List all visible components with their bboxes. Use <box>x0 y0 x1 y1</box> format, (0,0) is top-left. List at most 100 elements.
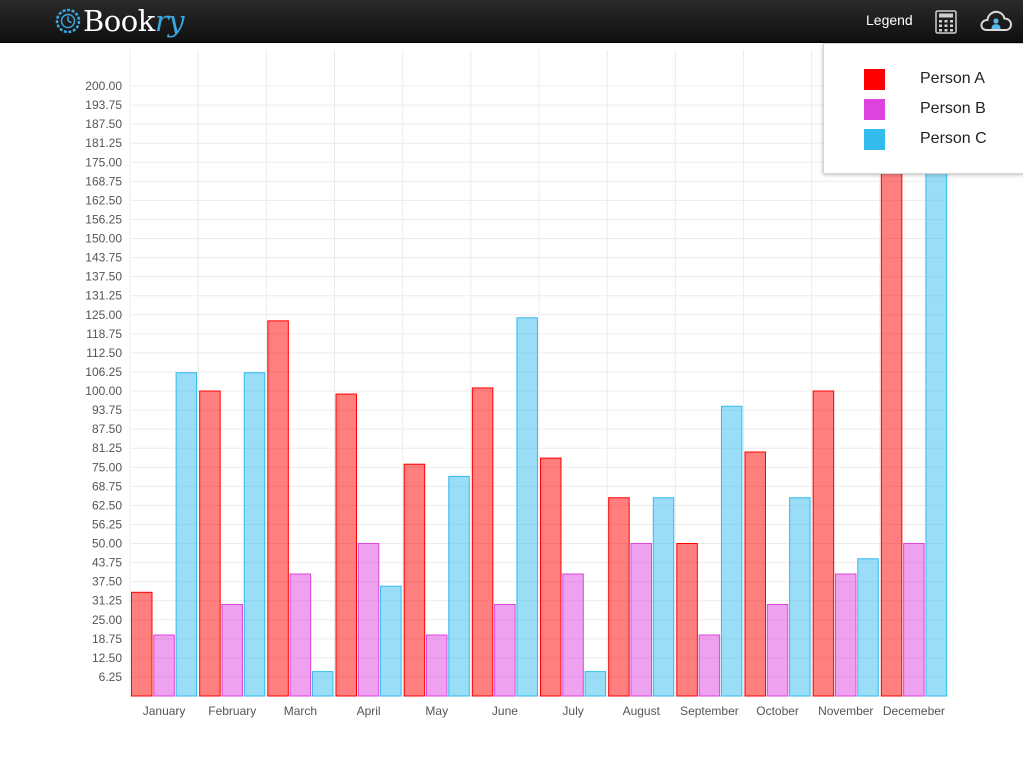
y-tick-label: 193.75 <box>85 98 122 112</box>
x-tick-label: November <box>818 704 873 718</box>
bar-person-b-july <box>562 573 584 697</box>
bar-person-a-september <box>676 543 698 697</box>
y-tick-label: 181.25 <box>85 136 122 150</box>
bar-person-c-april <box>380 585 402 697</box>
y-tick-label: 175.00 <box>85 155 122 169</box>
x-tick-label: October <box>756 704 799 718</box>
y-tick-label: 50.00 <box>92 537 122 551</box>
bar-person-a-january <box>131 591 153 697</box>
bar-chart: 6.25 12.50 18.75 25.00 31.25 37.50 43.75 50.00 5… <box>85 50 949 718</box>
x-tick-label: January <box>143 704 186 718</box>
y-tick-label: 112.50 <box>86 346 122 360</box>
x-tick-label: May <box>425 704 448 718</box>
bar-person-c-january <box>175 372 198 697</box>
y-tick-label: 150.00 <box>85 232 122 246</box>
legend-button[interactable]: Legend <box>866 12 913 28</box>
bar-person-b-february <box>221 604 243 697</box>
bar-person-b-august <box>630 543 652 697</box>
chart-grid <box>129 50 949 697</box>
bar-person-a-decemeber <box>880 161 903 697</box>
y-tick-label: 25.00 <box>92 613 122 627</box>
bar-person-c-february <box>243 372 266 697</box>
x-tick-label: February <box>208 704 256 718</box>
y-tick-label: 137.50 <box>85 270 122 284</box>
bar-person-a-may <box>403 463 426 697</box>
bar-person-a-november <box>812 390 835 697</box>
bar-person-c-may <box>448 475 470 697</box>
bar-person-c-decemeber <box>925 161 947 697</box>
x-tick-label: July <box>562 704 583 718</box>
legend-label: Person A <box>920 70 985 87</box>
legend-item-person-a: Person A <box>864 68 985 90</box>
y-tick-label: 93.75 <box>92 403 122 417</box>
x-tick-label: March <box>284 704 317 718</box>
bar-person-a-august <box>608 497 630 697</box>
y-tick-label: 68.75 <box>92 479 122 493</box>
app-name-main: Book <box>83 4 155 38</box>
bar-person-b-october <box>766 604 789 697</box>
bar-person-a-october <box>744 451 766 697</box>
y-tick-label: 6.25 <box>99 670 123 684</box>
y-tick-label: 131.25 <box>85 289 122 303</box>
x-tick-label: June <box>492 704 518 718</box>
calculator-icon[interactable] <box>935 10 957 34</box>
y-tick-label: 56.25 <box>92 517 122 531</box>
y-tick-label: 200.00 <box>85 79 122 93</box>
legend-item-person-c: Person C <box>864 128 987 150</box>
y-tick-label: 18.75 <box>92 632 122 646</box>
bar-person-a-july <box>540 457 562 697</box>
app-name: Bookry <box>83 4 185 38</box>
y-tick-label: 37.50 <box>92 575 122 589</box>
bar-person-c-june <box>516 317 538 697</box>
logo-icon <box>55 8 81 34</box>
y-tick-label: 75.00 <box>92 460 122 474</box>
bar-person-a-february <box>199 390 221 697</box>
legend-label: Person C <box>920 130 987 147</box>
legend-swatch <box>864 68 885 90</box>
x-tick-label: August <box>623 704 661 718</box>
bar-person-c-september <box>720 405 743 697</box>
app-name-accent: ry <box>154 4 185 38</box>
y-tick-label: 81.25 <box>92 441 122 455</box>
bar-person-a-march <box>267 320 289 697</box>
y-tick-label: 31.25 <box>92 594 122 608</box>
bar-person-a-april <box>335 393 357 697</box>
legend-swatch <box>864 128 885 150</box>
bar-person-b-june <box>494 604 516 697</box>
bar-person-b-september <box>698 634 721 697</box>
bar-person-c-august <box>652 497 675 697</box>
bar-person-b-decemeber <box>903 543 925 697</box>
y-tick-label: 87.50 <box>92 422 122 436</box>
bar-person-b-may <box>425 634 448 697</box>
bar-person-c-october <box>789 497 811 697</box>
x-axis: January February March April May June July Augu… <box>143 704 945 718</box>
y-tick-label: 162.50 <box>85 193 122 207</box>
bar-person-c-november <box>857 558 879 697</box>
y-tick-label: 168.75 <box>85 174 122 188</box>
y-axis: 6.25 12.50 18.75 25.00 31.25 37.50 43.75 50.00 5… <box>85 79 122 684</box>
bar-person-b-april <box>357 543 380 697</box>
y-tick-label: 100.00 <box>85 384 122 398</box>
bar-person-c-july <box>584 671 607 697</box>
top-bar: Bookry Legend <box>0 0 1023 43</box>
legend-item-person-b: Person B <box>864 98 986 120</box>
y-tick-label: 12.50 <box>92 651 122 665</box>
bar-person-c-march <box>311 671 334 697</box>
y-tick-label: 125.00 <box>85 308 122 322</box>
y-tick-label: 187.50 <box>85 117 122 131</box>
legend-label: Person B <box>920 100 986 117</box>
bar-person-b-march <box>289 573 312 697</box>
legend-swatch <box>864 98 885 120</box>
y-tick-label: 43.75 <box>92 556 122 570</box>
x-tick-label: Decemeber <box>883 704 945 718</box>
app-logo[interactable]: Bookry <box>55 4 185 38</box>
bar-person-a-june <box>471 387 494 697</box>
y-tick-label: 106.25 <box>85 365 122 379</box>
legend-panel: Person A Person B Person C <box>823 43 1023 174</box>
cloud-user-icon[interactable] <box>979 8 1013 34</box>
bar-person-b-november <box>834 573 857 697</box>
y-tick-label: 62.50 <box>92 498 122 512</box>
x-tick-label: September <box>680 704 739 718</box>
x-tick-label: April <box>357 704 381 718</box>
y-tick-label: 118.75 <box>86 327 122 341</box>
